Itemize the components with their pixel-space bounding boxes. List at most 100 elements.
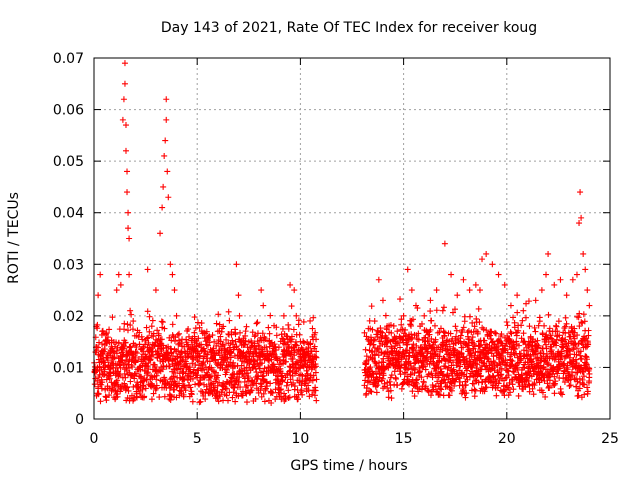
- data-point: [415, 330, 422, 337]
- data-point: [467, 350, 474, 357]
- data-point: [267, 380, 274, 387]
- data-point: [541, 322, 548, 329]
- data-point: [242, 354, 249, 361]
- data-point: [138, 373, 145, 380]
- data-point: [106, 375, 113, 382]
- data-point: [573, 383, 580, 390]
- data-point: [261, 398, 268, 405]
- data-point: [550, 364, 557, 371]
- x-axis-label: GPS time / hours: [290, 458, 407, 474]
- data-point: [525, 377, 532, 384]
- data-point: [569, 369, 576, 376]
- data-point: [198, 341, 205, 348]
- data-point: [584, 384, 591, 391]
- data-point: [371, 318, 378, 325]
- data-point: [480, 326, 487, 333]
- data-point: [499, 358, 506, 365]
- data-point: [441, 240, 448, 247]
- data-point: [169, 271, 176, 278]
- data-point: [388, 329, 395, 336]
- data-point: [531, 324, 538, 331]
- data-point: [273, 347, 280, 354]
- gridlines: [94, 58, 610, 419]
- data-point: [189, 398, 196, 405]
- data-point: [471, 393, 478, 400]
- data-point: [419, 364, 426, 371]
- data-point: [209, 332, 216, 339]
- data-point: [492, 375, 499, 382]
- data-point: [413, 342, 420, 349]
- data-point: [237, 348, 244, 355]
- data-point: [209, 391, 216, 398]
- data-point: [104, 357, 111, 364]
- data-point: [577, 352, 584, 359]
- data-point: [283, 333, 290, 340]
- data-point: [251, 333, 258, 340]
- data-point: [518, 372, 525, 379]
- data-point: [368, 303, 375, 310]
- data-point: [197, 352, 204, 359]
- data-point: [285, 394, 292, 401]
- data-point: [129, 363, 136, 370]
- data-point: [143, 335, 150, 342]
- data-point: [477, 354, 484, 361]
- data-point: [396, 333, 403, 340]
- data-point: [279, 370, 286, 377]
- data-point: [469, 319, 476, 326]
- data-point: [142, 385, 149, 392]
- data-point: [224, 366, 230, 373]
- data-point: [383, 334, 390, 341]
- data-point: [215, 311, 222, 318]
- data-point: [236, 338, 243, 345]
- data-point: [479, 256, 486, 263]
- data-point: [361, 329, 368, 336]
- data-point: [558, 350, 565, 357]
- data-point: [404, 341, 411, 348]
- data-point: [388, 372, 395, 379]
- data-point: [237, 384, 244, 391]
- data-point: [459, 327, 466, 334]
- data-point: [309, 391, 316, 398]
- data-point: [491, 341, 498, 348]
- data-point: [547, 332, 554, 339]
- data-point: [463, 373, 470, 380]
- data-point: [460, 324, 467, 331]
- data-point: [526, 323, 533, 330]
- data-point: [285, 325, 292, 332]
- data-point: [266, 338, 273, 345]
- data-point: [220, 323, 227, 330]
- data-point: [136, 364, 143, 371]
- data-point: [586, 374, 593, 381]
- data-point: [140, 343, 147, 350]
- data-point: [161, 393, 168, 400]
- data-point: [493, 392, 500, 399]
- data-point: [267, 312, 274, 319]
- data-point: [278, 373, 285, 380]
- data-point: [160, 183, 167, 190]
- data-point: [278, 386, 285, 393]
- data-point: [108, 359, 115, 366]
- data-point: [521, 364, 528, 371]
- data-point: [274, 357, 281, 364]
- data-point: [534, 354, 541, 361]
- data-point: [236, 312, 243, 319]
- data-point: [291, 287, 298, 294]
- data-point: [578, 339, 585, 346]
- data-point: [369, 326, 376, 333]
- data-point: [276, 381, 283, 388]
- data-point: [287, 376, 294, 383]
- data-point: [427, 326, 434, 333]
- data-point: [259, 330, 266, 337]
- data-point: [196, 399, 203, 406]
- data-point: [247, 388, 254, 395]
- data-point: [466, 342, 473, 349]
- data-point: [556, 365, 563, 372]
- data-point: [253, 320, 260, 327]
- data-point: [91, 381, 98, 388]
- data-point: [505, 392, 512, 399]
- data-point: [133, 350, 140, 357]
- data-point: [562, 336, 569, 343]
- data-point: [227, 354, 234, 361]
- data-point: [585, 327, 592, 334]
- data-point: [520, 330, 527, 337]
